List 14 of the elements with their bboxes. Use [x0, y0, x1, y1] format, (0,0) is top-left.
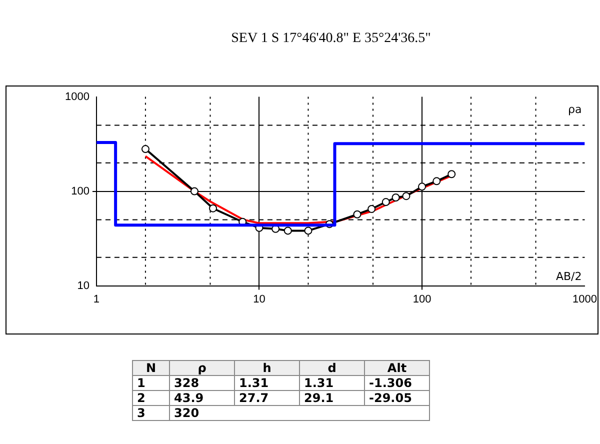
text: 1 328 1.31 1.31 -1.306: [137, 376, 412, 390]
y-tick-label: 1000: [64, 90, 90, 103]
x-tick-label: 10: [253, 293, 266, 306]
y-tick-label: 100: [71, 185, 90, 198]
x-axis-title: AB/2: [556, 270, 582, 284]
text: 2 43.9 27.7 29.1 -29.05: [137, 391, 412, 405]
text: N ρ h d Alt: [146, 361, 407, 375]
x-tick-label: 100: [412, 293, 432, 306]
y-tick-label: 10: [77, 280, 90, 292]
text: 3 320: [137, 406, 200, 420]
x-tick-label: 1000: [572, 293, 598, 306]
chart-title: SEV 1 S 17°46'40.8" E 35°24'36.5": [231, 31, 431, 46]
x-tick-label: 1: [93, 293, 100, 306]
y-axis-title: ρa: [568, 103, 582, 116]
